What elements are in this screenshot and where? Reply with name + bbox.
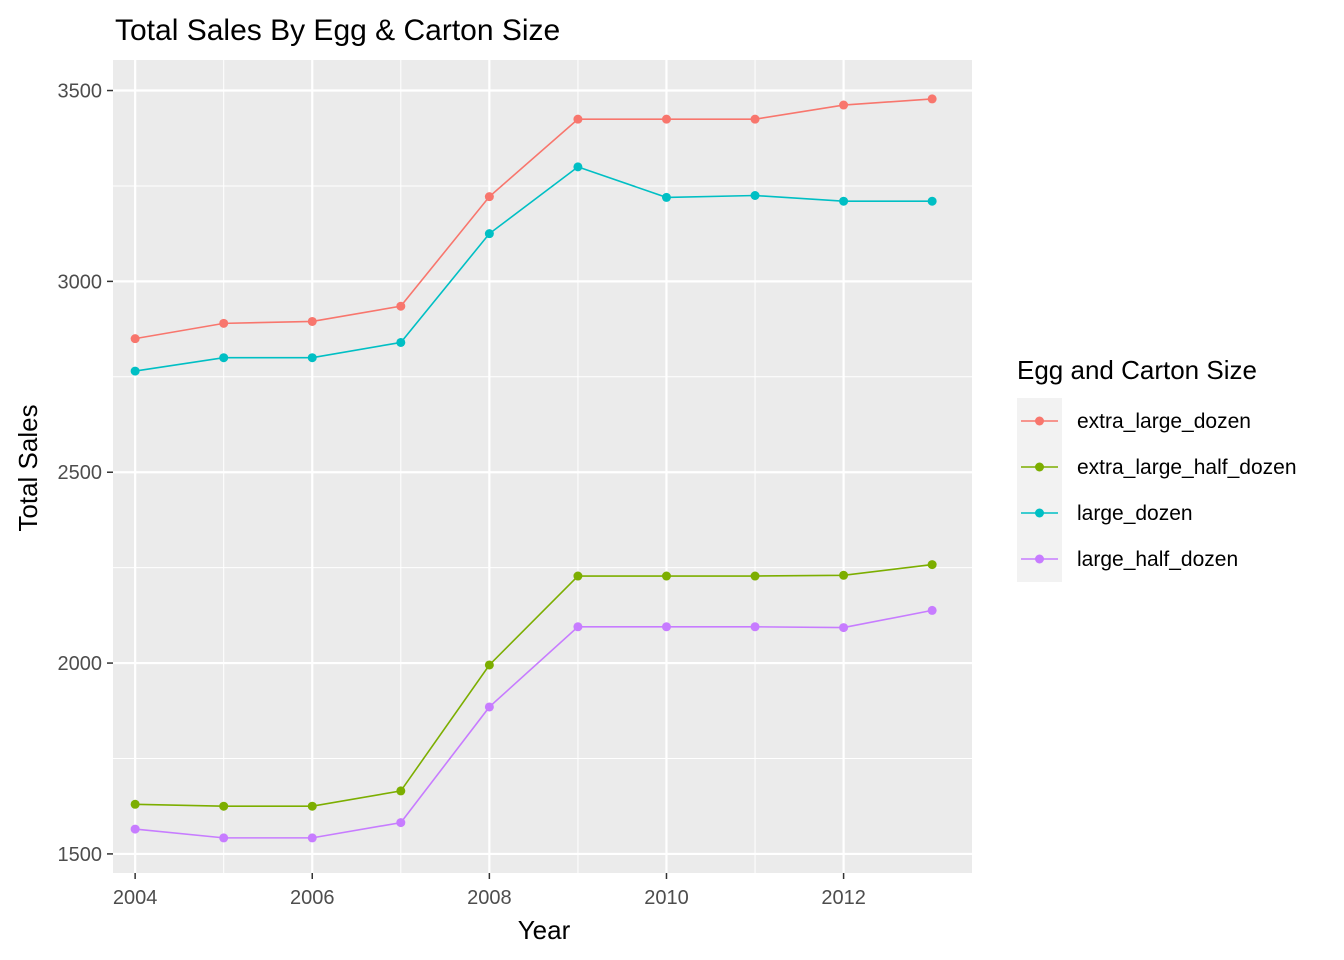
x-tick-label: 2008 (467, 887, 512, 909)
series-large_dozen (130, 162, 937, 376)
data-point (219, 318, 229, 328)
data-point (396, 337, 406, 347)
series-line (135, 98, 933, 340)
data-point (130, 824, 140, 834)
legend-key-point (1035, 508, 1044, 518)
data-point (307, 801, 317, 811)
legend-label: extra_large_dozen (1077, 410, 1251, 433)
y-tick-label: 3000 (58, 271, 103, 293)
data-point (573, 622, 583, 632)
data-point (396, 818, 406, 828)
data-point (927, 94, 937, 104)
data-point (307, 353, 317, 363)
y-tick-label: 2000 (58, 653, 103, 675)
data-point (661, 114, 671, 124)
series-layer (130, 94, 937, 843)
y-tick-label: 3500 (58, 81, 103, 103)
data-point (750, 622, 760, 632)
data-point (661, 192, 671, 202)
data-point (839, 196, 849, 206)
plot-panel (113, 60, 972, 873)
data-point (839, 100, 849, 110)
data-point (130, 799, 140, 809)
data-point (396, 786, 406, 796)
legend-key-point (1035, 462, 1044, 472)
legend-label: large_half_dozen (1077, 548, 1238, 571)
x-tick-label: 2012 (821, 887, 866, 909)
legend-key-point (1035, 416, 1044, 426)
series-line (135, 563, 933, 808)
legend-item: large_dozen (1021, 502, 1193, 525)
data-point (396, 301, 406, 311)
legend-item: large_half_dozen (1021, 548, 1238, 571)
series-extra_large_dozen (130, 94, 937, 344)
y-axis-title: Total Sales (13, 404, 43, 531)
data-point (484, 229, 494, 239)
data-point (130, 334, 140, 344)
legend-item: extra_large_half_dozen (1021, 456, 1297, 479)
data-point (661, 571, 671, 581)
series-extra_large_half_dozen (130, 560, 937, 811)
data-point (839, 623, 849, 633)
data-point (839, 570, 849, 580)
series-large_half_dozen (130, 605, 937, 843)
legend-title: Egg and Carton Size (1017, 355, 1257, 385)
series-line (135, 165, 933, 372)
data-point (927, 605, 937, 615)
data-point (573, 162, 583, 172)
data-point (484, 192, 494, 202)
y-tick-label: 1500 (58, 844, 103, 866)
data-point (661, 622, 671, 632)
legend: Egg and Carton Size extra_large_dozenext… (1017, 355, 1297, 582)
data-point (219, 833, 229, 843)
data-point (927, 560, 937, 570)
x-tick-label: 2010 (644, 887, 689, 909)
data-point (219, 801, 229, 811)
data-point (219, 353, 229, 363)
data-point (484, 660, 494, 670)
legend-key-background (1017, 398, 1062, 582)
legend-label: large_dozen (1077, 502, 1193, 525)
data-point (130, 366, 140, 376)
data-point (927, 196, 937, 206)
legend-key-point (1035, 554, 1044, 564)
chart-title: Total Sales By Egg & Carton Size (115, 14, 560, 47)
data-point (307, 316, 317, 326)
data-point (307, 833, 317, 843)
data-point (750, 191, 760, 200)
data-point (573, 571, 583, 581)
x-tick-label: 2004 (113, 887, 158, 909)
y-tick-label: 2500 (58, 462, 103, 484)
data-point (573, 114, 583, 124)
data-point (484, 702, 494, 712)
x-axis-title: Year (518, 915, 571, 945)
grid-lines (113, 60, 972, 873)
x-tick-label: 2006 (290, 887, 335, 909)
series-line (135, 609, 933, 839)
legend-label: extra_large_half_dozen (1077, 456, 1297, 479)
data-point (750, 114, 760, 124)
data-point (750, 571, 760, 581)
axes: 2004 2006 2008 2010 2012 1500 2000 2500 3000 3500 (58, 81, 866, 909)
legend-item: extra_large_dozen (1021, 410, 1251, 433)
